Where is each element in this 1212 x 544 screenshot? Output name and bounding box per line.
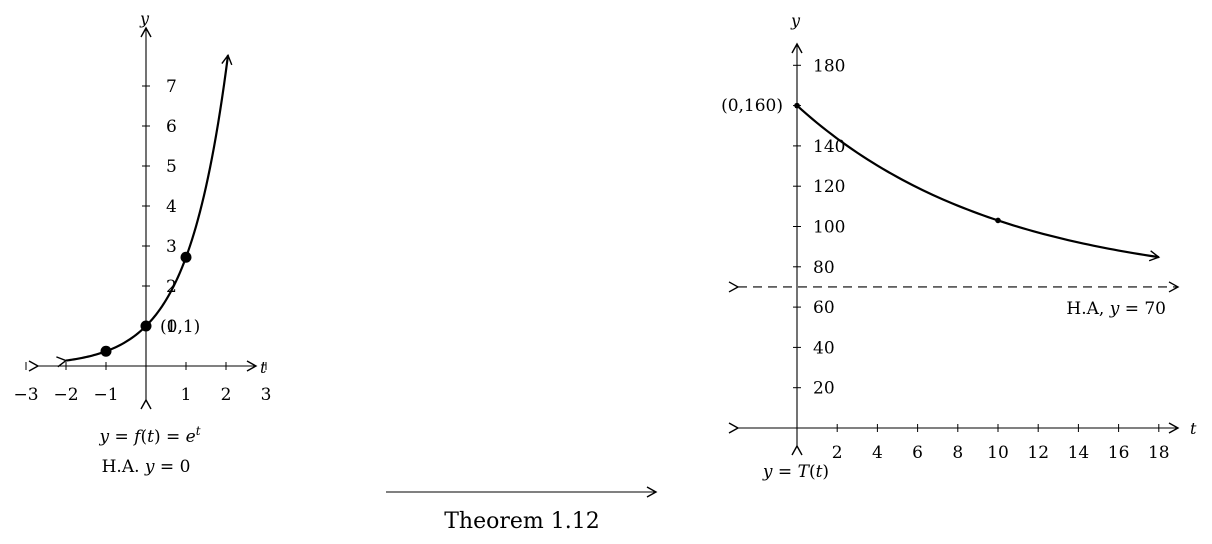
y-tick-label-right: 100 bbox=[813, 218, 845, 238]
y-axis-label-right: y bbox=[790, 11, 801, 30]
y-tick-label-right: 180 bbox=[813, 56, 845, 76]
cooling-point bbox=[794, 102, 800, 109]
exp-curve bbox=[56, 53, 233, 368]
x-tick-label-left: −3 bbox=[13, 385, 38, 405]
y-tick-label-right: 60 bbox=[813, 298, 835, 318]
x-tick-label-right: 6 bbox=[912, 443, 923, 463]
x-tick-label-left: 1 bbox=[181, 385, 192, 405]
exp-asymptote-caption: H.A. y = 0 bbox=[102, 457, 191, 477]
x-tick-label-right: 10 bbox=[987, 443, 1009, 463]
y-tick-label-left: 4 bbox=[166, 197, 177, 217]
point-label-0-1: (0,1) bbox=[160, 317, 200, 337]
cooling-graph: 2 4 6 8 10 12 14 16 18 20 40 60 80 100 120 140 180 t y … bbox=[721, 11, 1197, 482]
y-tick-label-right: 120 bbox=[813, 177, 845, 197]
x-tick-label-right: 4 bbox=[872, 443, 883, 463]
x-tick-label-left: 2 bbox=[221, 385, 232, 405]
y-tick-label-right: 80 bbox=[813, 258, 835, 278]
x-ticks-right: 2 4 6 8 10 12 14 16 18 bbox=[832, 424, 1170, 463]
theorem-label: Theorem 1.12 bbox=[444, 509, 599, 534]
y-tick-label-right: 40 bbox=[813, 338, 835, 358]
x-tick-label-left: −1 bbox=[93, 385, 118, 405]
exp-graph: −3 −2 −1 1 2 3 1 2 3 4 5 6 7 t y (0,1) y = f(t) = e… bbox=[13, 9, 271, 477]
y-tick-label-left: 6 bbox=[166, 117, 177, 137]
x-tick-label-right: 14 bbox=[1068, 443, 1090, 463]
x-axis-label-right: t bbox=[1190, 419, 1197, 438]
exp-point bbox=[100, 345, 112, 357]
x-tick-label-right: 12 bbox=[1027, 443, 1049, 463]
x-axis-label-left: t bbox=[260, 358, 267, 377]
exp-point bbox=[140, 320, 152, 332]
y-tick-label-left: 2 bbox=[166, 277, 177, 297]
y-tick-label-left: 7 bbox=[166, 77, 177, 97]
x-tick-label-left: −2 bbox=[53, 385, 78, 405]
x-tick-label-right: 16 bbox=[1108, 443, 1130, 463]
cooling-points bbox=[794, 102, 1001, 224]
cooling-point bbox=[995, 217, 1001, 224]
x-tick-label-right: 2 bbox=[832, 443, 843, 463]
exp-point bbox=[180, 251, 192, 263]
x-tick-label-left: 3 bbox=[261, 385, 272, 405]
exp-points bbox=[100, 251, 192, 357]
cooling-curve bbox=[796, 104, 1161, 262]
y-ticks-right: 20 40 60 80 100 120 140 180 bbox=[793, 56, 845, 399]
y-tick-label-left: 5 bbox=[166, 157, 177, 177]
y-tick-label-left: 3 bbox=[166, 237, 177, 257]
x-tick-label-right: 8 bbox=[952, 443, 963, 463]
asymptote-label: H.A, y = 70 bbox=[1066, 299, 1166, 319]
cooling-caption: y = T(t) bbox=[762, 462, 829, 482]
y-tick-label-right: 20 bbox=[813, 379, 835, 399]
transform-arrow: Theorem 1.12 bbox=[386, 486, 658, 534]
exp-caption: y = f(t) = et bbox=[98, 424, 200, 447]
y-tick-label-right: 140 bbox=[813, 137, 845, 157]
point-label-0-160: (0,160) bbox=[721, 96, 783, 116]
x-tick-label-right: 18 bbox=[1148, 443, 1170, 463]
x-ticks-left: −3 −2 −1 1 2 3 bbox=[13, 362, 271, 405]
y-axis-label-left: y bbox=[139, 9, 150, 28]
